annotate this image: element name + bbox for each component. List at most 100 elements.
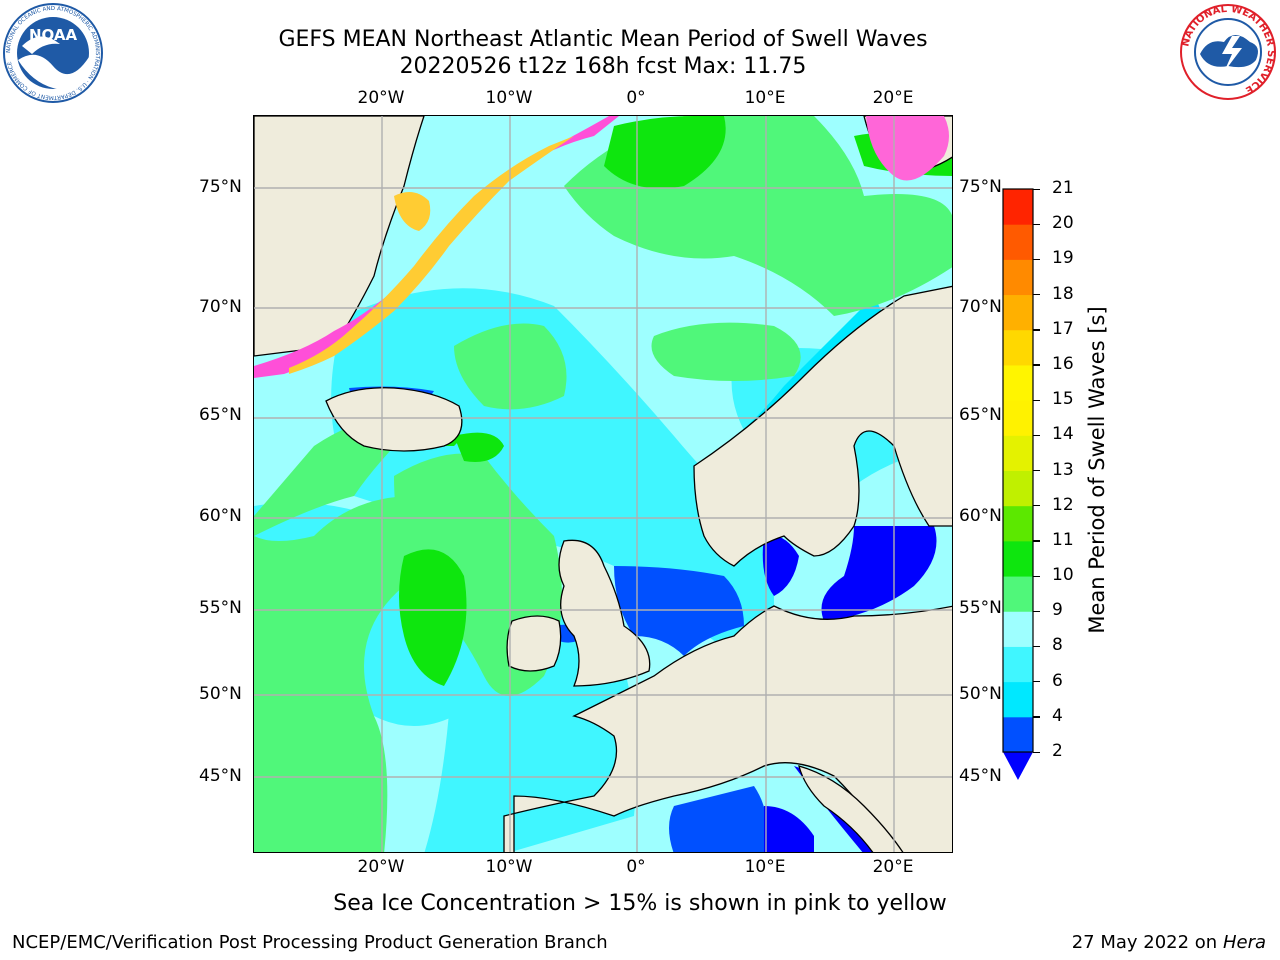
colorbar-cell [1003, 400, 1033, 436]
colorbar-tick-label: 12 [1052, 494, 1074, 515]
map-panel [253, 115, 953, 853]
lat-label-left-55n: 55°N [199, 598, 242, 618]
colorbar-tick-label: 10 [1052, 565, 1074, 586]
lon-label-top-0: 0° [626, 88, 646, 108]
colorbar-tick-mark [1033, 575, 1040, 577]
lat-label-left-70n: 70°N [199, 297, 242, 317]
colorbar-tick-mark [1033, 258, 1040, 261]
colorbar-tick-label: 4 [1052, 705, 1063, 726]
lon-label-bottom-20w: 20°W [357, 857, 405, 877]
graticule [254, 116, 952, 852]
colorbar-tick-label: 14 [1052, 424, 1074, 445]
colorbar-tick-label: 20 [1052, 213, 1074, 234]
colorbar-tick-label: 17 [1052, 318, 1074, 339]
noaa-logo-text: NOAA [29, 26, 78, 44]
land-italy [798, 765, 904, 852]
colorbar-tick-label: 16 [1052, 353, 1074, 374]
colorbar-cell [1003, 329, 1033, 366]
map-svg [254, 116, 952, 852]
colorbar-tick-label: 11 [1052, 529, 1074, 550]
lat-label-right-55n: 55°N [959, 598, 1002, 618]
colorbar-tick-label: 6 [1052, 670, 1063, 691]
colorbar-tick-mark [1033, 645, 1040, 648]
colorbar [1000, 187, 1090, 787]
noaa-logo: NOAA NATIONAL OCEANIC AND ATMOSPHERIC AD… [2, 2, 104, 104]
colorbar-cells [1003, 189, 1033, 753]
footer-date: 27 May 2022 on [1071, 932, 1218, 953]
colorbar-cell [1003, 189, 1033, 225]
lon-label-top-10e: 10°E [744, 88, 786, 108]
sea-ice-yellow-edge [289, 136, 574, 374]
colorbar-tick-mark [1033, 399, 1040, 401]
colorbar-tick-label: 18 [1052, 283, 1074, 304]
land-iceland [325, 387, 463, 452]
colorbar-cell [1003, 646, 1033, 683]
lat-label-left-75n: 75°N [199, 177, 242, 197]
colorbar-tick-mark [1033, 751, 1040, 753]
swell-band-9-10 [254, 116, 952, 852]
land-scandinavia [693, 285, 952, 567]
colorbar-tick-mark [1033, 505, 1040, 507]
lat-label-right-60n: 60°N [959, 506, 1002, 526]
colorbar-cell [1003, 505, 1033, 542]
colorbar-cell [1003, 435, 1033, 471]
colorbar-tick-mark [1033, 681, 1040, 683]
colorbar-tick-mark [1033, 223, 1040, 225]
chart-title: GEFS MEAN Northeast Atlantic Mean Period… [278, 27, 928, 52]
lat-label-right-50n: 50°N [959, 684, 1002, 704]
colorbar-cell [1003, 681, 1033, 718]
colorbar-cell [1003, 540, 1033, 577]
lon-label-top-20w: 20°W [357, 88, 405, 108]
lat-label-left-60n: 60°N [199, 506, 242, 526]
chart-subtitle: 20220526 t12z 168h fcst Max: 11.75 [399, 54, 807, 79]
lon-label-bottom-10e: 10°E [744, 857, 786, 877]
colorbar-tick-label: 2 [1052, 741, 1063, 761]
colorbar-cell [1003, 294, 1033, 331]
colorbar-tick-mark [1033, 364, 1040, 366]
colorbar-tick-mark [1033, 329, 1040, 331]
sea-ice-svalbard [866, 116, 949, 181]
colorbar-cell [1003, 259, 1033, 296]
colorbar-tick-label: 19 [1052, 248, 1074, 269]
lat-label-right-75n: 75°N [959, 177, 1002, 197]
lat-label-right-70n: 70°N [959, 297, 1002, 317]
sea-ice-caption: Sea Ice Concentration > 15% is shown in … [333, 891, 947, 916]
colorbar-tick-label: 21 [1052, 178, 1074, 198]
land-masses [254, 116, 952, 852]
lon-label-top-20e: 20°E [872, 88, 914, 108]
lat-label-right-45n: 45°N [959, 766, 1002, 786]
colorbar-under-triangle [1003, 752, 1033, 780]
colorbar-cell [1003, 224, 1033, 260]
lat-label-left-65n: 65°N [199, 405, 242, 425]
colorbar-tick-label: 15 [1052, 389, 1074, 410]
lon-label-bottom-0: 0° [626, 857, 646, 877]
colorbar-cell [1003, 364, 1033, 401]
footer-host: Hera [1222, 932, 1266, 953]
sea-ice [254, 116, 949, 378]
footer-right: 27 May 2022 on Hera [1072, 932, 1266, 953]
lat-label-left-50n: 50°N [199, 684, 242, 704]
lat-label-right-65n: 65°N [959, 405, 1002, 425]
colorbar-tick-label: 9 [1052, 600, 1063, 621]
colorbar-tick-label: 8 [1052, 635, 1063, 656]
colorbar-tick-mark [1033, 188, 1040, 190]
land-europe [503, 605, 952, 852]
colorbar-tick-label: 13 [1052, 459, 1074, 480]
colorbar-tick-mark [1033, 610, 1040, 613]
colorbar-tick-mark [1033, 716, 1040, 718]
land-ireland [506, 615, 562, 672]
colorbar-label: Mean Period of Swell Waves [s] [1085, 306, 1109, 634]
colorbar-tick-mark [1033, 540, 1040, 542]
colorbar-cell [1003, 470, 1033, 507]
footer-left: NCEP/EMC/Verification Post Processing Pr… [12, 932, 608, 953]
land-great-britain [558, 539, 651, 687]
colorbar-tick-mark [1033, 470, 1040, 472]
colorbar-cell [1003, 611, 1033, 647]
colorbar-tick-mark [1033, 294, 1040, 296]
colorbar-cell [1003, 576, 1033, 612]
lon-label-top-10w: 10°W [485, 88, 533, 108]
nws-logo: NATIONAL WEATHER SERVICE [1178, 2, 1278, 102]
colorbar-cell [1003, 716, 1033, 753]
lat-label-left-45n: 45°N [199, 766, 242, 786]
lon-label-bottom-20e: 20°E [872, 857, 914, 877]
